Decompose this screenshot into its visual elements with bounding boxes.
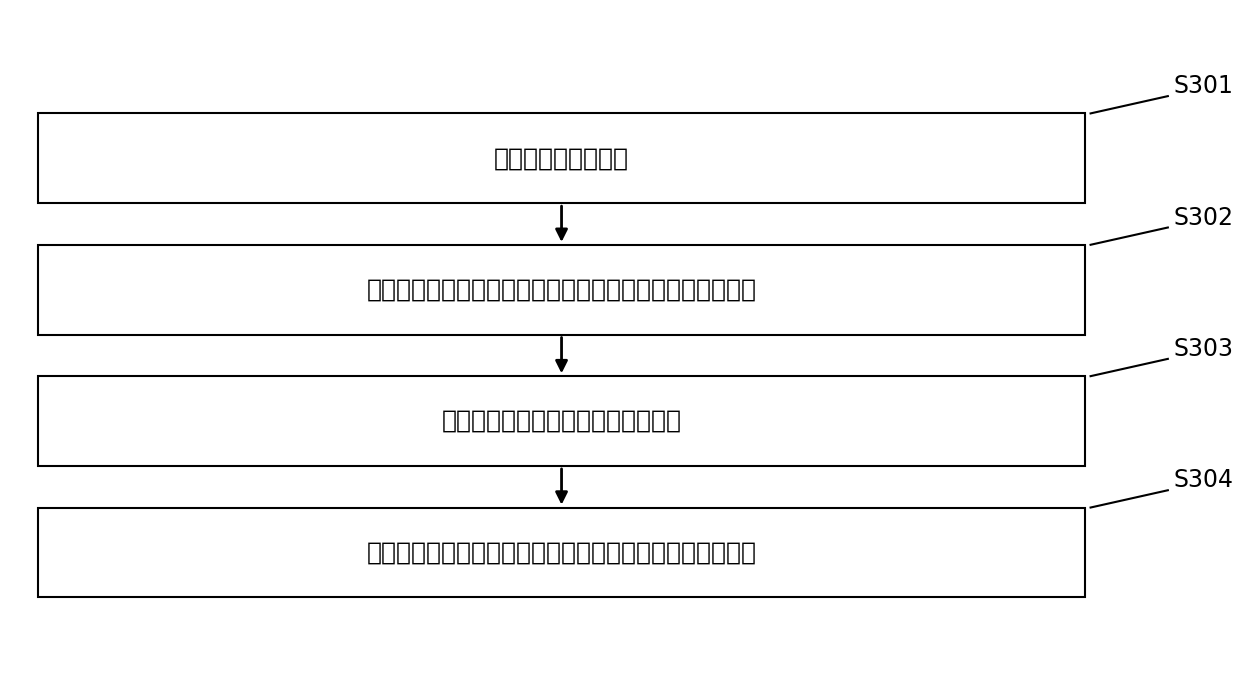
FancyBboxPatch shape [38,114,1085,204]
Text: 检测当前的测量模式: 检测当前的测量模式 [494,146,629,170]
Text: S301: S301 [1174,74,1234,98]
Text: S304: S304 [1174,468,1234,492]
FancyBboxPatch shape [38,507,1085,597]
FancyBboxPatch shape [38,376,1085,466]
Text: S302: S302 [1174,206,1234,229]
Text: 将所述发射信号转换为直流电压信号: 将所述发射信号转换为直流电压信号 [441,409,682,433]
Text: 在所述测量模式为接收模式时，则接收被测天线的发射信号: 在所述测量模式为接收模式时，则接收被测天线的发射信号 [367,277,756,302]
FancyBboxPatch shape [38,245,1085,335]
Text: S303: S303 [1174,337,1234,361]
Text: 对所述直流电压信号进行采样，并将采样结果发送至中控机: 对所述直流电压信号进行采样，并将采样结果发送至中控机 [367,540,756,565]
